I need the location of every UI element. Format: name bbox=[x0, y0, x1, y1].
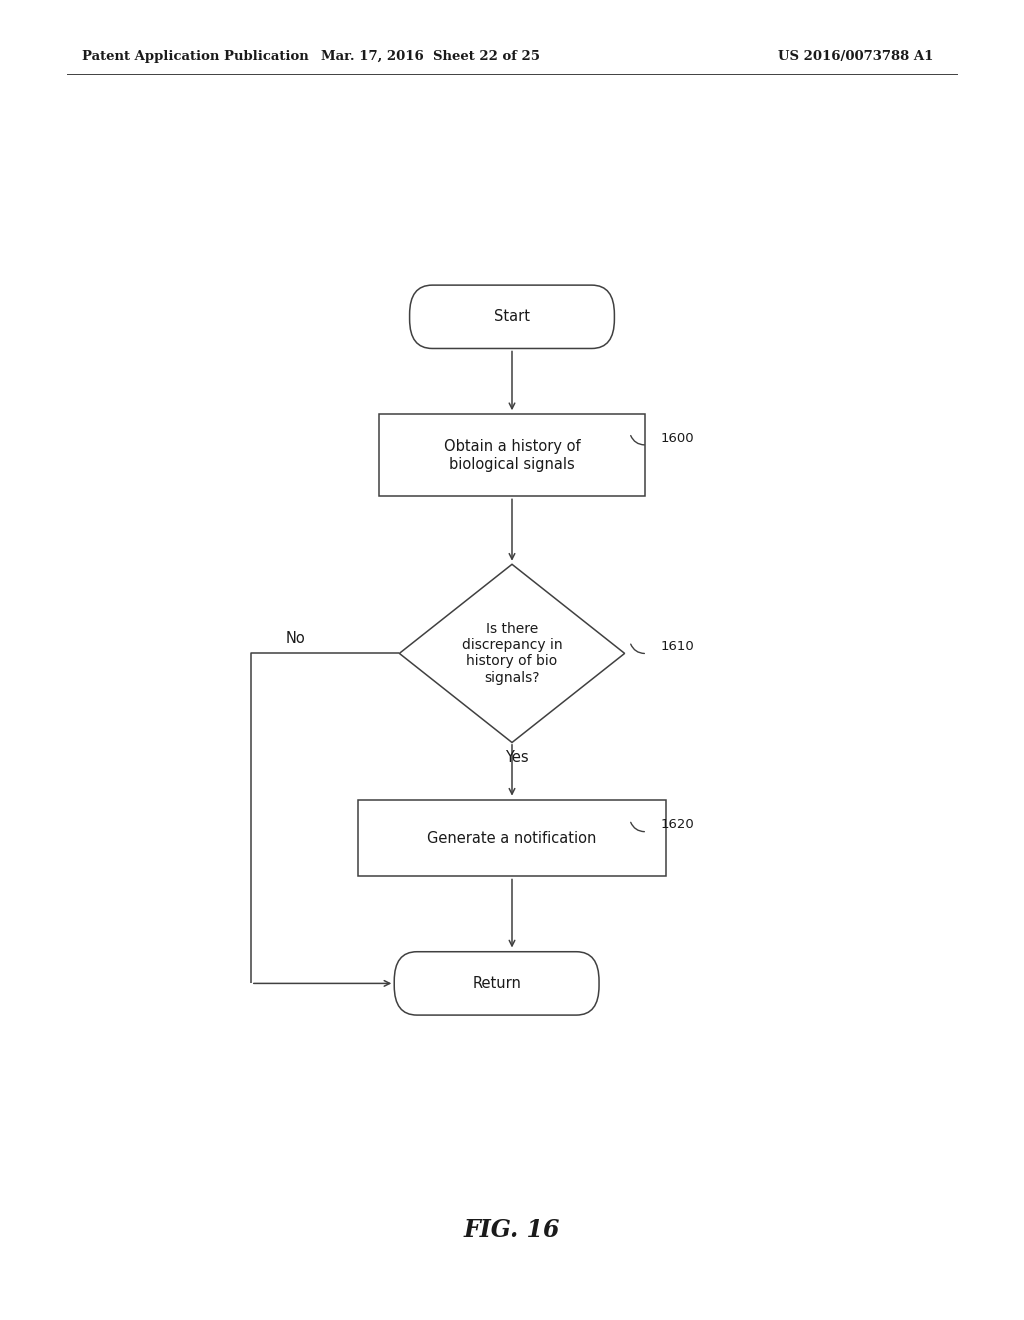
FancyBboxPatch shape bbox=[394, 952, 599, 1015]
Text: Patent Application Publication: Patent Application Publication bbox=[82, 50, 308, 63]
Text: Start: Start bbox=[494, 309, 530, 325]
Text: FIG. 16: FIG. 16 bbox=[464, 1218, 560, 1242]
FancyBboxPatch shape bbox=[410, 285, 614, 348]
Text: 1610: 1610 bbox=[660, 640, 694, 653]
Text: US 2016/0073788 A1: US 2016/0073788 A1 bbox=[778, 50, 934, 63]
Text: 1620: 1620 bbox=[660, 818, 694, 832]
Text: Generate a notification: Generate a notification bbox=[427, 830, 597, 846]
Text: 1600: 1600 bbox=[660, 432, 694, 445]
Bar bbox=[358, 800, 666, 876]
Text: Yes: Yes bbox=[505, 750, 529, 764]
Polygon shape bbox=[399, 565, 625, 742]
Text: Is there
discrepancy in
history of bio
signals?: Is there discrepancy in history of bio s… bbox=[462, 622, 562, 685]
Text: No: No bbox=[286, 631, 305, 647]
Text: Return: Return bbox=[472, 975, 521, 991]
Text: Obtain a history of
biological signals: Obtain a history of biological signals bbox=[443, 440, 581, 471]
Bar bbox=[379, 414, 645, 496]
Text: Mar. 17, 2016  Sheet 22 of 25: Mar. 17, 2016 Sheet 22 of 25 bbox=[321, 50, 540, 63]
